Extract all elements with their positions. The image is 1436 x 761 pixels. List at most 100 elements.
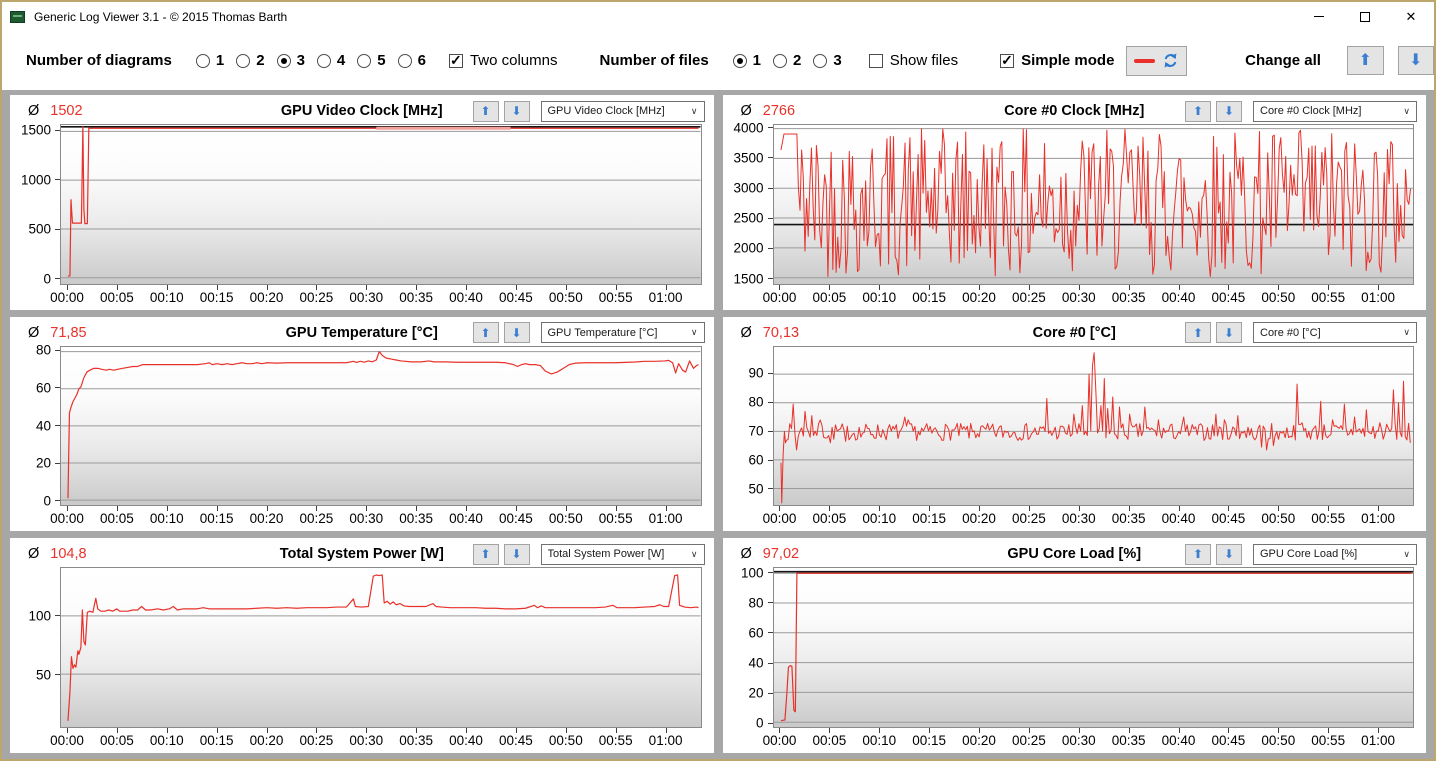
show-files-label: Show files bbox=[889, 52, 959, 69]
x-tick-label: 00:50 bbox=[1261, 289, 1296, 305]
x-tick-label: 00:35 bbox=[1111, 511, 1146, 527]
x-tick-mark bbox=[316, 506, 318, 512]
chart-panel: Ø 70,13 Core #0 [°C] ⬆ ⬇ Core #0 [°C] ∨ … bbox=[722, 316, 1427, 532]
simple-mode-item: Simple mode bbox=[1000, 52, 1114, 69]
y-tick-mark bbox=[55, 179, 60, 181]
x-tick-mark bbox=[979, 506, 981, 512]
move-down-button[interactable]: ⬇ bbox=[1216, 100, 1242, 122]
x-tick-label: 00:35 bbox=[399, 733, 434, 748]
move-down-button[interactable]: ⬇ bbox=[1216, 322, 1242, 344]
metric-dropdown[interactable]: Total System Power [W] ∨ bbox=[540, 543, 705, 565]
move-up-button[interactable]: ⬆ bbox=[472, 543, 499, 565]
x-tick-label: 00:35 bbox=[1111, 733, 1146, 748]
chevron-down-icon: ∨ bbox=[1403, 327, 1410, 338]
x-tick-mark bbox=[416, 284, 418, 290]
metric-dropdown[interactable]: Core #0 [°C] ∨ bbox=[1253, 322, 1417, 344]
y-axis-labels: 0 20 40 60 80 100 bbox=[723, 565, 773, 731]
diagram-count-radio-3[interactable] bbox=[276, 53, 291, 68]
move-up-button[interactable]: ⬆ bbox=[472, 322, 499, 344]
average-value: 97,02 bbox=[762, 546, 800, 563]
x-axis-labels: 00:00 00:05 00:10 00:15 00:20 00:25 00:30 00:35… bbox=[50, 506, 702, 528]
change-all-up-button[interactable]: ⬆ bbox=[1346, 46, 1384, 75]
y-tick-mark bbox=[767, 401, 773, 403]
y-tick-label: 90 bbox=[748, 365, 764, 381]
refresh-icon bbox=[1164, 53, 1177, 68]
file-count-radio-2[interactable] bbox=[773, 53, 788, 68]
y-tick-mark bbox=[55, 278, 60, 280]
metric-dropdown[interactable]: Core #0 Clock [MHz] ∨ bbox=[1253, 100, 1417, 122]
move-down-button[interactable]: ⬇ bbox=[503, 100, 530, 122]
x-tick-mark bbox=[1228, 284, 1230, 290]
maximize-button[interactable] bbox=[1342, 2, 1388, 31]
file-count-radio-1[interactable] bbox=[732, 53, 747, 68]
show-files-checkbox[interactable] bbox=[868, 53, 883, 68]
x-tick-mark bbox=[416, 728, 418, 733]
move-down-button[interactable]: ⬇ bbox=[1216, 543, 1242, 565]
x-tick-label: 00:20 bbox=[962, 733, 996, 748]
y-axis-labels: 0 20 40 60 80 bbox=[10, 342, 60, 508]
plot-area bbox=[772, 567, 1414, 728]
metric-dropdown[interactable]: GPU Core Load [%] ∨ bbox=[1253, 543, 1417, 565]
two-columns-checkbox[interactable] bbox=[448, 52, 463, 69]
diagram-count-radio-4[interactable] bbox=[316, 53, 331, 68]
x-tick-mark bbox=[615, 728, 617, 733]
metric-dropdown-value: GPU Video Clock [MHz] bbox=[547, 105, 665, 117]
metric-dropdown[interactable]: GPU Video Clock [MHz] ∨ bbox=[540, 100, 705, 122]
move-up-button[interactable]: ⬆ bbox=[1185, 322, 1211, 344]
diagram-count-label: 4 bbox=[336, 52, 346, 69]
plot-row: 50 100 00:00 00:05 00:10 00:15 00:20 00:25 00:3… bbox=[10, 567, 714, 750]
chart-panel: Ø 1502 GPU Video Clock [MHz] ⬆ ⬇ GPU Vid… bbox=[10, 95, 714, 310]
move-up-button[interactable]: ⬆ bbox=[1185, 100, 1211, 122]
average-value: 71,85 bbox=[50, 324, 87, 341]
y-tick-label: 1000 bbox=[20, 172, 51, 188]
x-tick-mark bbox=[366, 284, 368, 290]
data-line bbox=[780, 352, 1409, 502]
x-tick-label: 00:45 bbox=[1211, 733, 1246, 748]
change-all-down-button[interactable]: ⬇ bbox=[1397, 46, 1435, 75]
move-down-button[interactable]: ⬇ bbox=[503, 543, 530, 565]
plot-column: 00:00 00:05 00:10 00:15 00:20 00:25 00:30 00:35… bbox=[50, 567, 702, 750]
move-up-button[interactable]: ⬆ bbox=[472, 100, 499, 122]
move-up-button[interactable]: ⬆ bbox=[1185, 543, 1211, 565]
x-tick-label: 00:05 bbox=[99, 289, 134, 305]
close-button[interactable]: ✕ bbox=[1388, 2, 1434, 31]
y-tick-mark bbox=[55, 425, 60, 427]
x-tick-mark bbox=[166, 728, 168, 733]
chart-header: Ø 97,02 GPU Core Load [%] ⬆ ⬇ GPU Core L… bbox=[723, 541, 1427, 567]
maximize-icon bbox=[1360, 11, 1370, 22]
chart-panel: Ø 71,85 GPU Temperature [°C] ⬆ ⬇ GPU Tem… bbox=[10, 316, 714, 532]
plot-row: 50 60 70 80 90 00:00 00:05 00:10 00:15 00:20 00:2… bbox=[723, 345, 1427, 529]
file-count-radio-3[interactable] bbox=[813, 53, 828, 68]
x-tick-mark bbox=[1078, 728, 1080, 733]
arrow-down-icon: ⬇ bbox=[1223, 325, 1235, 340]
x-tick-label: 00:30 bbox=[1061, 511, 1096, 527]
diagram-count-radio-6[interactable] bbox=[397, 53, 412, 68]
diagram-count-radio-1[interactable] bbox=[195, 53, 210, 68]
metric-dropdown[interactable]: GPU Temperature [°C] ∨ bbox=[540, 322, 705, 344]
plot-column: 00:00 00:05 00:10 00:15 00:20 00:25 00:30 00:35… bbox=[763, 124, 1414, 307]
line-style-refresh-button[interactable] bbox=[1126, 45, 1188, 76]
x-tick-mark bbox=[779, 284, 781, 290]
x-tick-mark bbox=[1228, 728, 1230, 733]
x-tick-mark bbox=[879, 284, 881, 290]
x-tick-label: 00:10 bbox=[862, 733, 897, 748]
x-tick-label: 00:20 bbox=[962, 289, 996, 305]
x-tick-mark bbox=[466, 728, 468, 733]
y-tick-label: 40 bbox=[748, 655, 764, 671]
y-tick-mark bbox=[767, 692, 773, 694]
x-tick-mark bbox=[879, 506, 881, 512]
arrow-down-icon: ⬇ bbox=[1223, 547, 1235, 562]
y-tick-label: 20 bbox=[35, 455, 51, 471]
x-tick-mark bbox=[929, 284, 931, 290]
file-count-label: 3 bbox=[833, 52, 842, 69]
x-tick-label: 00:45 bbox=[1211, 511, 1246, 527]
diagram-count-radio-5[interactable] bbox=[357, 53, 372, 68]
y-tick-label: 80 bbox=[35, 342, 51, 358]
average-symbol: Ø bbox=[28, 324, 40, 341]
y-tick-mark bbox=[767, 662, 773, 664]
move-down-button[interactable]: ⬇ bbox=[503, 322, 530, 344]
minimize-button[interactable] bbox=[1296, 2, 1342, 31]
simple-mode-checkbox[interactable] bbox=[1000, 52, 1015, 69]
x-tick-mark bbox=[779, 728, 781, 733]
diagram-count-radio-2[interactable] bbox=[236, 53, 251, 68]
